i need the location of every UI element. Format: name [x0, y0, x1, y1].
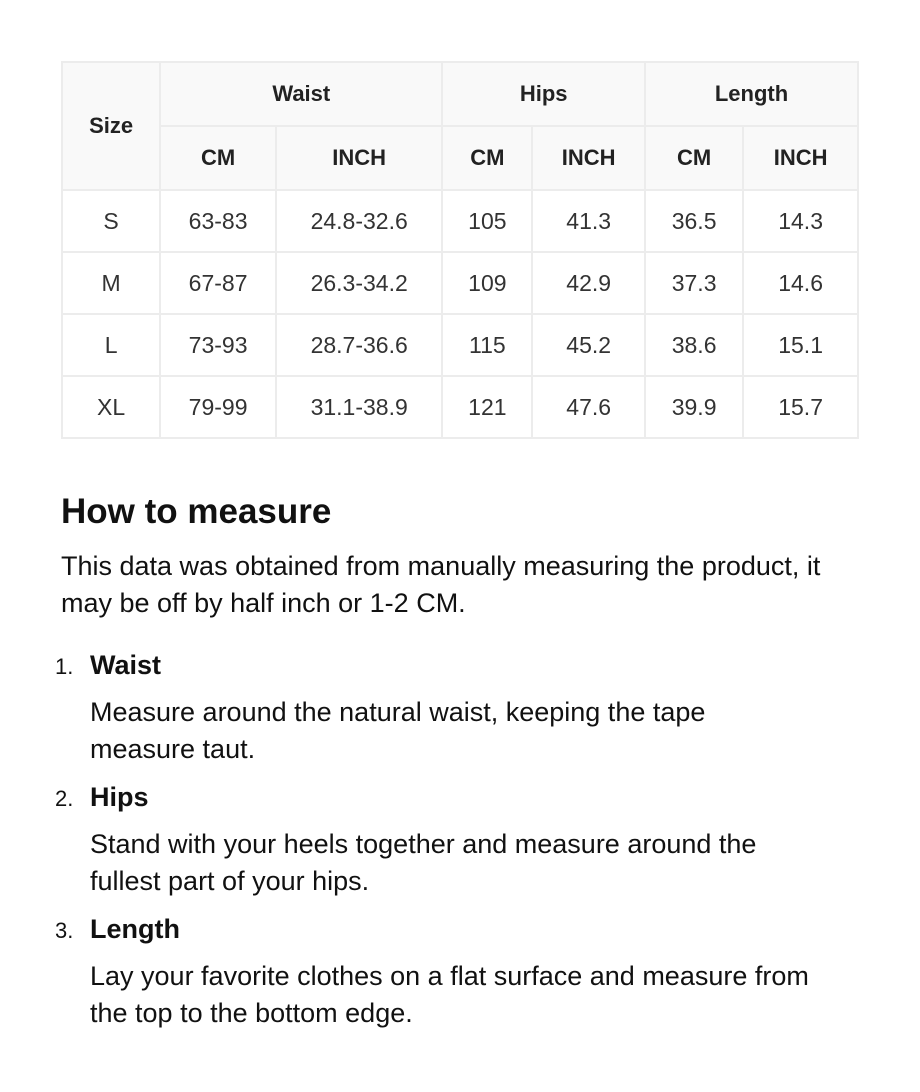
value-cell: 41.3	[531, 189, 646, 253]
group-header-waist: Waist	[159, 61, 444, 127]
value-cell: 63-83	[159, 189, 277, 253]
unit-header: INCH	[531, 125, 646, 191]
value-cell: 31.1-38.9	[274, 375, 444, 439]
value-cell: 14.6	[742, 251, 859, 315]
step-number: 3.	[55, 918, 74, 943]
table-row: M 67-87 26.3-34.2 109 42.9 37.3 14.6	[60, 251, 859, 315]
unit-header: INCH	[742, 125, 859, 191]
value-cell: 45.2	[531, 313, 646, 377]
size-cell: S	[60, 189, 162, 253]
step-item: 2. Hips Stand with your heels together and…	[0, 780, 880, 900]
value-cell: 73-93	[159, 313, 277, 377]
value-cell: 105	[441, 189, 534, 253]
step-number: 1.	[55, 654, 74, 679]
unit-header: INCH	[274, 125, 444, 191]
measure-steps: 1. Waist Measure around the natural waist,…	[0, 648, 880, 1044]
value-cell: 15.1	[742, 313, 859, 377]
table-row: XL 79-99 31.1-38.9 121 47.6 39.9 15.7	[60, 375, 859, 439]
header-row-groups: Size Waist Hips Length	[60, 61, 859, 191]
step-item: 1. Waist Measure around the natural waist,…	[0, 648, 880, 768]
group-header-hips: Hips	[441, 61, 646, 127]
step-title: Hips	[90, 782, 149, 812]
step-description: Measure around the natural waist, keepin…	[90, 697, 706, 764]
value-cell: 67-87	[159, 251, 277, 315]
value-cell: 79-99	[159, 375, 277, 439]
size-header: Size	[60, 61, 162, 191]
value-cell: 28.7-36.6	[274, 313, 444, 377]
value-cell: 24.8-32.6	[274, 189, 444, 253]
step-item: 3. Length Lay your favorite clothes on a f…	[0, 912, 880, 1032]
section-title: How to measure	[61, 492, 332, 531]
header-row-units: CM INCH CM INCH CM INCH	[62, 125, 859, 191]
table-row: S 63-83 24.8-32.6 105 41.3 36.5 14.3	[60, 189, 859, 253]
size-cell: L	[60, 313, 162, 377]
value-cell: 26.3-34.2	[274, 251, 444, 315]
value-cell: 39.9	[643, 375, 745, 439]
value-cell: 47.6	[531, 375, 646, 439]
value-cell: 109	[441, 251, 534, 315]
value-cell: 14.3	[742, 189, 859, 253]
group-header-length: Length	[644, 61, 859, 127]
step-title: Length	[90, 914, 180, 944]
step-number: 2.	[55, 786, 74, 811]
value-cell: 42.9	[531, 251, 646, 315]
size-cell: M	[60, 251, 162, 315]
step-title: Waist	[90, 650, 162, 680]
value-cell: 15.7	[742, 375, 859, 439]
size-chart-table: Size Waist Hips Length CM INCH CM INCH C…	[60, 61, 859, 439]
unit-header: CM	[441, 125, 534, 191]
unit-header: CM	[643, 125, 745, 191]
size-cell: XL	[60, 375, 162, 439]
value-cell: 37.3	[643, 251, 745, 315]
value-cell: 36.5	[643, 189, 745, 253]
value-cell: 115	[441, 313, 534, 377]
unit-header: CM	[159, 125, 277, 191]
value-cell: 121	[441, 375, 534, 439]
table-row: L 73-93 28.7-36.6 115 45.2 38.6 15.1	[60, 313, 859, 377]
value-cell: 38.6	[643, 313, 745, 377]
step-description: Stand with your heels together and measu…	[90, 829, 757, 896]
step-description: Lay your favorite clothes on a flat surf…	[90, 961, 809, 1028]
intro-text: This data was obtained from manually mea…	[61, 551, 821, 618]
